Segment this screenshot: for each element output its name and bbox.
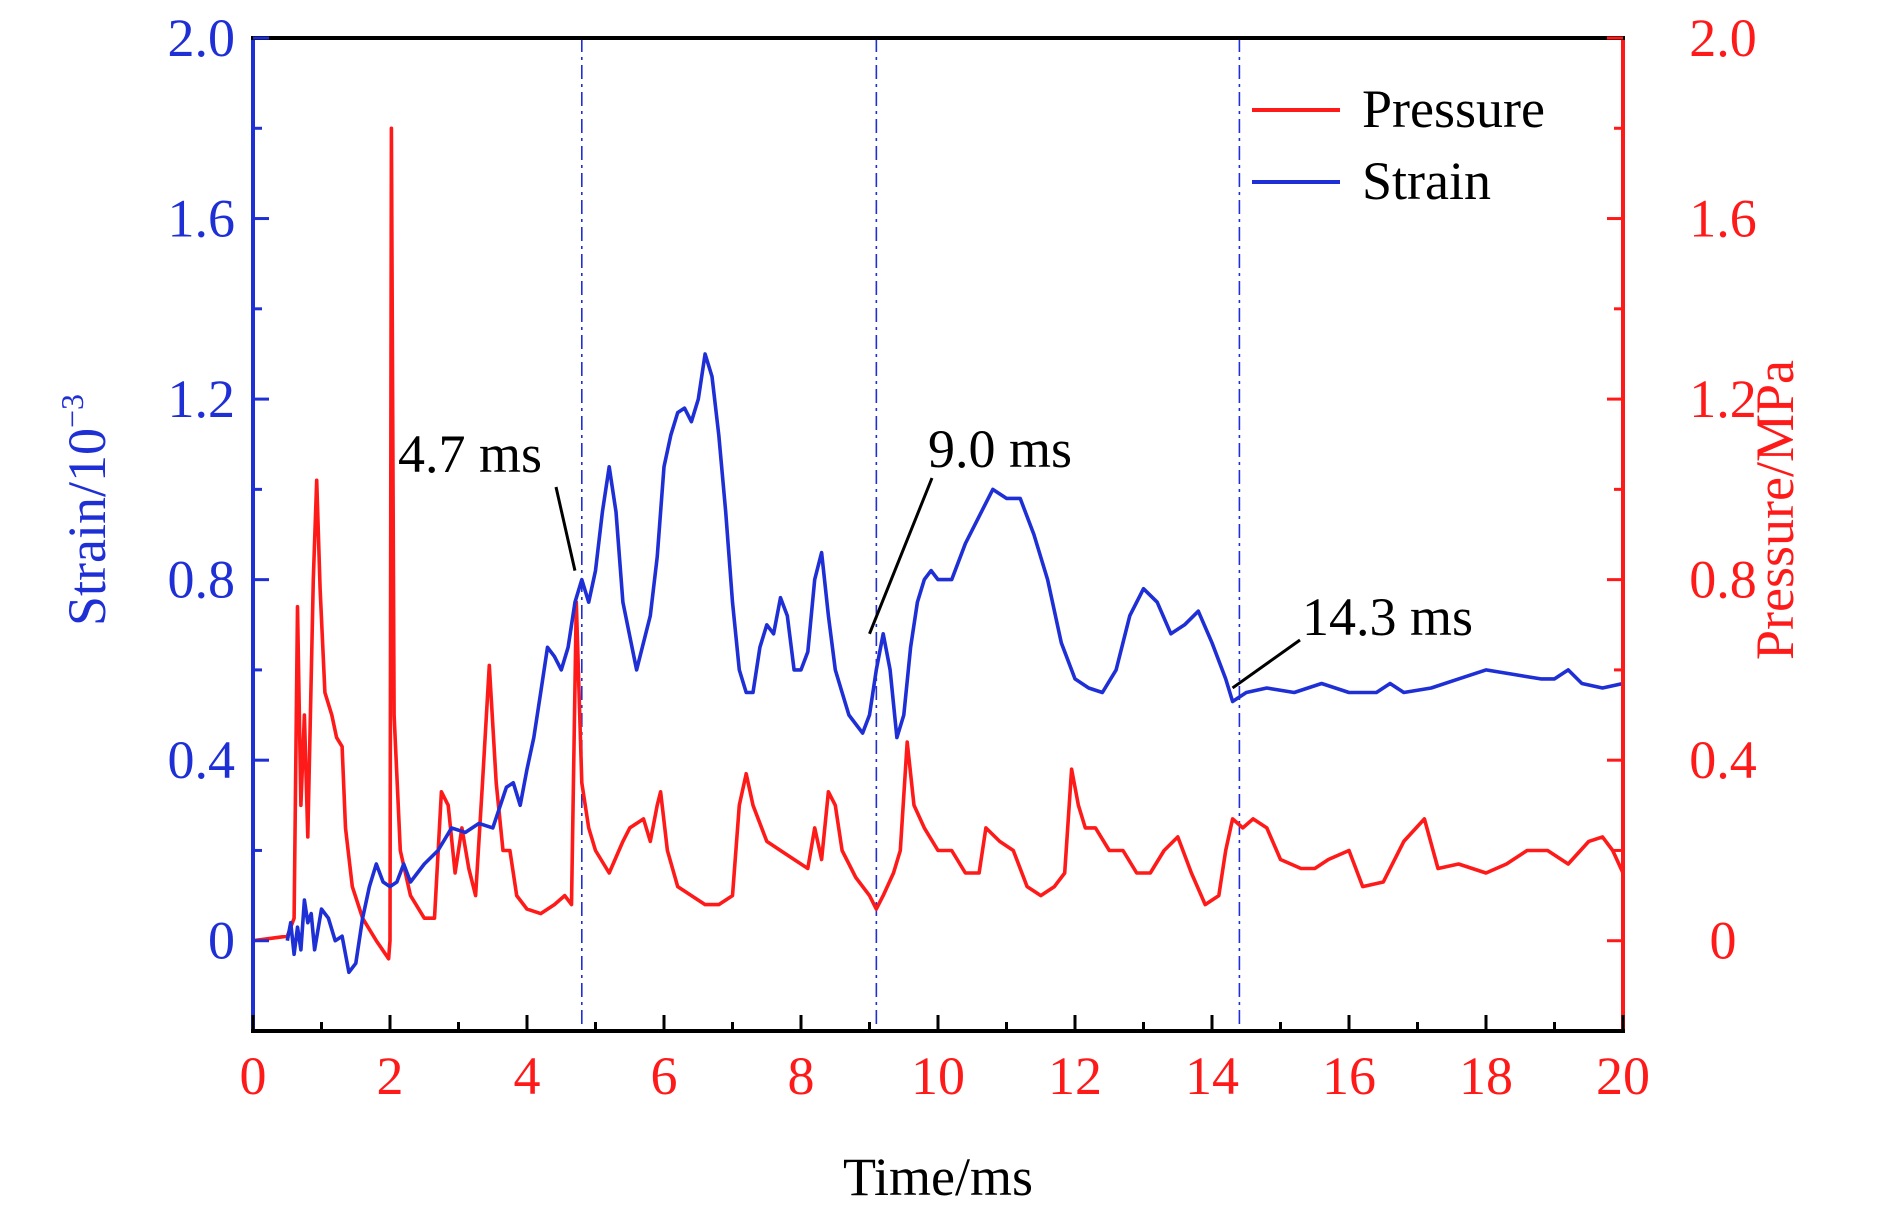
legend-label-pressure: Pressure [1362,79,1545,139]
ticks-layer: 0 2 4 6 8 10 12 14 16 18 20 0 0.4 0.8 1.2 1.6 2.0 0 0.4 0.8… [168,8,1757,1106]
y-left-tick-label: 1.6 [168,189,236,249]
series-layer [253,126,1623,975]
series-line-strain [285,352,1623,975]
y-right-tick-label: 1.6 [1689,189,1757,249]
x-tick-label: 12 [1048,1046,1102,1106]
y-right-tick-label: 0.8 [1689,550,1757,610]
x-tick-label: 6 [651,1046,678,1106]
y-axis-right-title: Pressure/MPa [1745,360,1805,660]
legend: Pressure Strain [1252,79,1545,211]
series-line-pressure [253,126,1623,961]
y-left-tick-label: 0.8 [168,550,236,610]
y-left-tick-label: 0 [208,911,235,971]
x-tick-label: 14 [1185,1046,1239,1106]
annotation-leader [554,486,577,571]
annotation-leader [868,477,934,635]
x-tick-label: 0 [240,1046,267,1106]
annotation-leader [1231,638,1301,690]
x-tick-label: 20 [1596,1046,1650,1106]
y-right-tick-label: 0 [1710,911,1737,971]
y-right-tick-label: 1.2 [1689,369,1757,429]
x-tick-label: 18 [1459,1046,1513,1106]
y-axis-left-title-sup: −3 [54,394,90,428]
y-left-tick-label: 2.0 [168,8,236,68]
x-tick-label: 8 [788,1046,815,1106]
x-tick-label: 10 [911,1046,965,1106]
y-right-tick-label: 0.4 [1689,730,1757,790]
y-axis-left-title-main: Strain/10 [57,428,117,626]
y-left-tick-label: 0.4 [168,730,236,790]
legend-label-strain: Strain [1362,151,1491,211]
annotation-label: 14.3 ms [1302,587,1473,647]
y-right-tick-label: 2.0 [1689,8,1757,68]
y-left-tick-label: 1.2 [168,369,236,429]
marker-lines [580,38,1241,1031]
y-axis-left-title: Strain/10−3 [54,394,117,626]
x-tick-label: 4 [514,1046,541,1106]
x-axis-title: Time/ms [843,1147,1033,1207]
annotation-label: 9.0 ms [928,419,1072,479]
annotations-layer: 4.7 ms 9.0 ms 14.3 ms [398,419,1473,690]
annotation-label: 4.7 ms [398,424,542,484]
x-tick-label: 16 [1322,1046,1376,1106]
x-tick-label: 2 [377,1046,404,1106]
